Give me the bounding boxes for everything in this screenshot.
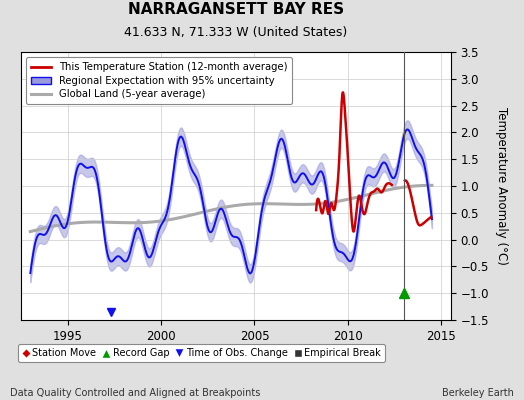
- Text: 41.633 N, 71.333 W (United States): 41.633 N, 71.333 W (United States): [124, 26, 347, 38]
- Text: Berkeley Earth: Berkeley Earth: [442, 388, 514, 398]
- Legend: Station Move, Record Gap, Time of Obs. Change, Empirical Break: Station Move, Record Gap, Time of Obs. C…: [18, 344, 385, 362]
- Text: Data Quality Controlled and Aligned at Breakpoints: Data Quality Controlled and Aligned at B…: [10, 388, 261, 398]
- Y-axis label: Temperature Anomaly (°C): Temperature Anomaly (°C): [495, 107, 508, 265]
- Text: NARRAGANSETT BAY RES: NARRAGANSETT BAY RES: [128, 2, 344, 17]
